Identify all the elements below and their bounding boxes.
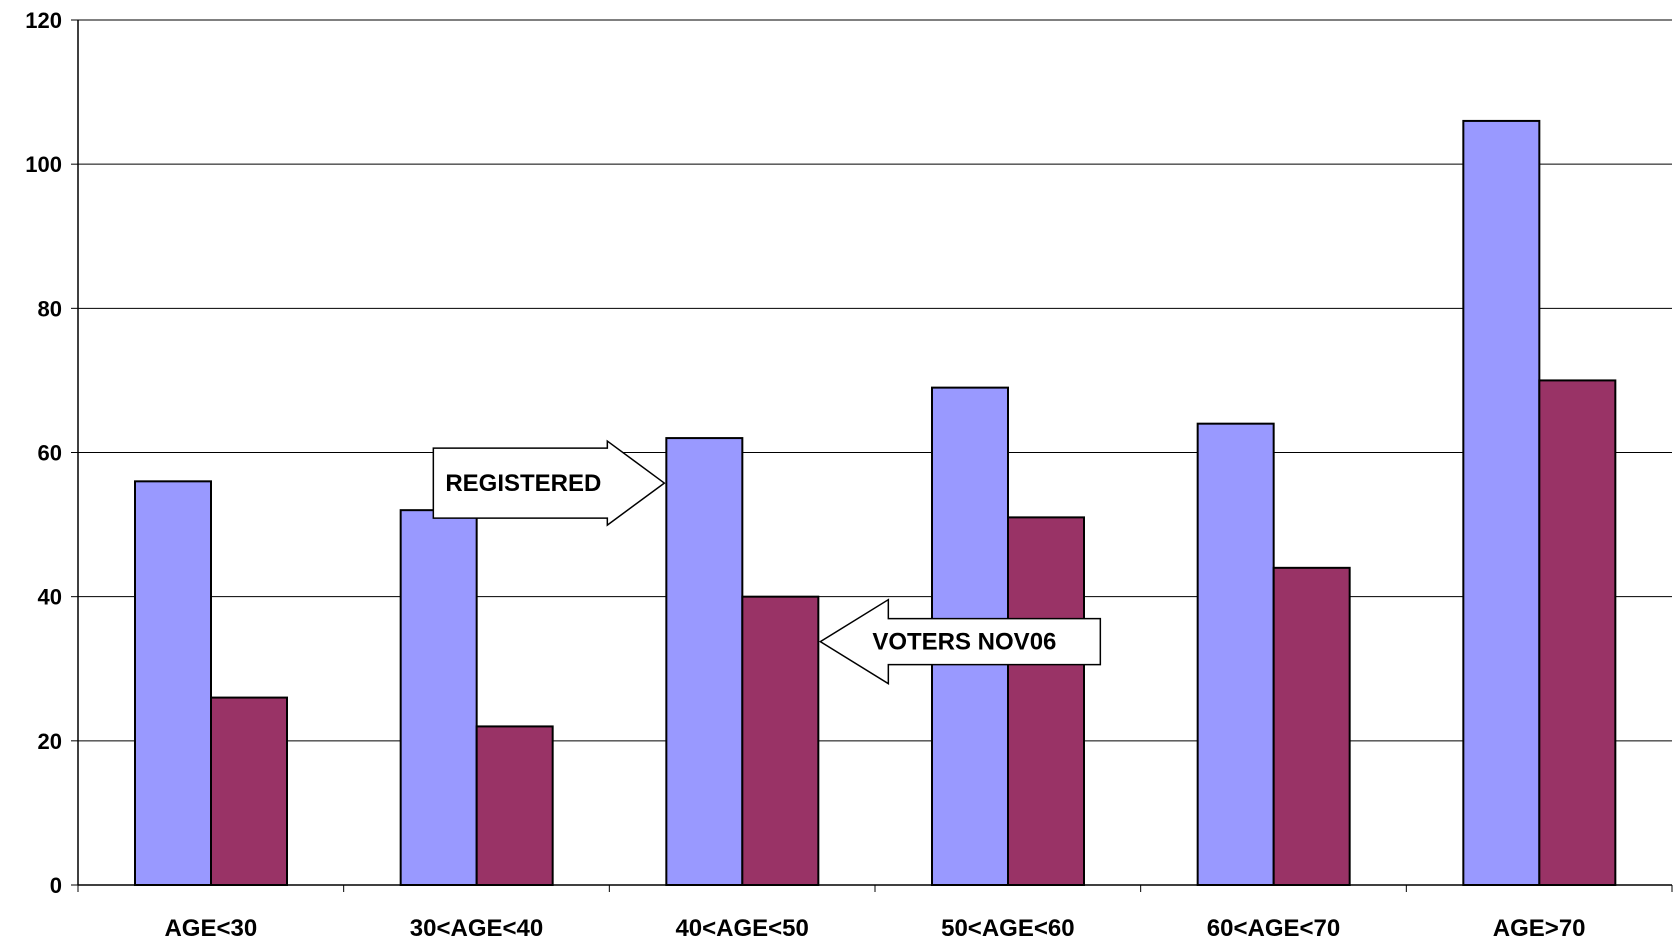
annotations: REGISTERED VOTERS NOV06 <box>432 439 1102 686</box>
y-tick-label: 60 <box>38 441 62 466</box>
callout-arrow <box>818 598 1102 686</box>
x-category-label: 40<AGE<50 <box>675 915 808 942</box>
bar-series-1 <box>1196 422 1275 886</box>
x-category-label: AGE>70 <box>1493 915 1586 942</box>
y-tick-labels: 0 20 40 60 80 100 120 <box>25 8 62 898</box>
x-category-label: AGE<30 <box>164 915 257 942</box>
bar-series-1 <box>1462 119 1541 886</box>
bar-series-2 <box>1007 516 1085 886</box>
y-tick-label: 120 <box>25 8 62 33</box>
callout-label: VOTERS NOV06 <box>872 629 1056 656</box>
bar-series-2 <box>741 595 820 887</box>
bar-series-2 <box>210 696 288 886</box>
x-category-labels: AGE<30 30<AGE<40 40<AGE<50 50<AGE<60 60<AGE<… <box>164 915 1585 942</box>
y-tick-label: 0 <box>50 873 62 898</box>
callout-label: REGISTERED <box>445 470 601 497</box>
axes <box>71 19 1673 892</box>
x-category-label: 60<AGE<70 <box>1207 915 1340 942</box>
bar-series-2 <box>475 725 554 887</box>
bar-series-1 <box>399 509 478 886</box>
x-category-label: 50<AGE<60 <box>941 915 1074 942</box>
bar-series-2 <box>1272 566 1351 886</box>
bar-series-1 <box>665 437 744 886</box>
y-tick-label: 100 <box>25 152 62 177</box>
y-tick-label: 80 <box>38 296 62 321</box>
bars <box>134 119 1617 887</box>
x-category-label: 30<AGE<40 <box>410 915 543 942</box>
gridlines <box>78 19 1672 742</box>
callout-arrow <box>432 439 666 527</box>
bar-series-2 <box>1538 379 1617 886</box>
y-tick-label: 40 <box>38 585 62 610</box>
bar-series-1 <box>134 480 212 886</box>
y-tick-label: 20 <box>38 729 62 754</box>
